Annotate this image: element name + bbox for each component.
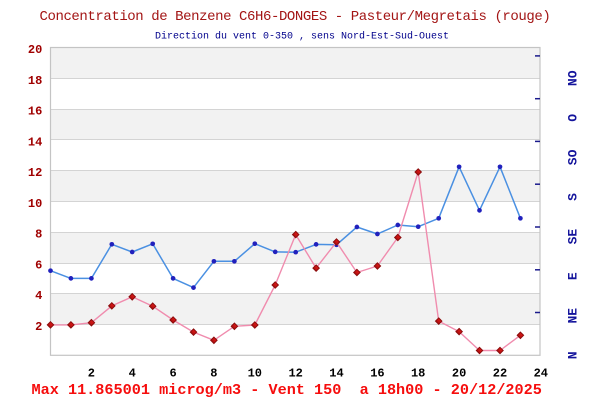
svg-text:18: 18 [28, 74, 42, 88]
svg-text:E: E [566, 272, 581, 280]
svg-text:SE: SE [566, 229, 581, 245]
svg-text:8: 8 [35, 228, 42, 242]
svg-text:20: 20 [452, 367, 466, 381]
svg-text:Max 11.865001 microg/m3 - Vent: Max 11.865001 microg/m3 - Vent 150 a 18h… [32, 381, 542, 399]
svg-text:O: O [566, 114, 581, 122]
svg-text:4: 4 [35, 289, 42, 303]
svg-text:14: 14 [329, 367, 343, 381]
svg-text:24: 24 [534, 367, 548, 381]
svg-text:22: 22 [493, 367, 507, 381]
svg-text:NO: NO [566, 70, 581, 86]
svg-text:Concentration de Benzene C6H6-: Concentration de Benzene C6H6-DONGES - P… [40, 9, 551, 25]
svg-text:2: 2 [35, 320, 42, 334]
svg-text:6: 6 [35, 259, 42, 273]
svg-text:12: 12 [28, 166, 42, 180]
svg-text:12: 12 [288, 367, 302, 381]
svg-text:16: 16 [370, 367, 384, 381]
svg-text:10: 10 [28, 197, 42, 211]
svg-text:N: N [566, 351, 581, 359]
svg-text:4: 4 [129, 367, 136, 381]
svg-text:16: 16 [28, 105, 42, 119]
svg-text:S: S [566, 193, 581, 201]
svg-text:SO: SO [566, 149, 581, 165]
svg-text:20: 20 [28, 43, 42, 57]
svg-text:2: 2 [88, 367, 95, 381]
svg-text:10: 10 [248, 367, 262, 381]
svg-text:NE: NE [566, 308, 581, 324]
svg-text:Direction du vent 0-350 , sens: Direction du vent 0-350 , sens Nord-Est-… [155, 31, 449, 43]
svg-text:14: 14 [28, 135, 42, 149]
svg-text:18: 18 [411, 367, 425, 381]
svg-text:8: 8 [210, 367, 217, 381]
svg-text:6: 6 [169, 367, 176, 381]
